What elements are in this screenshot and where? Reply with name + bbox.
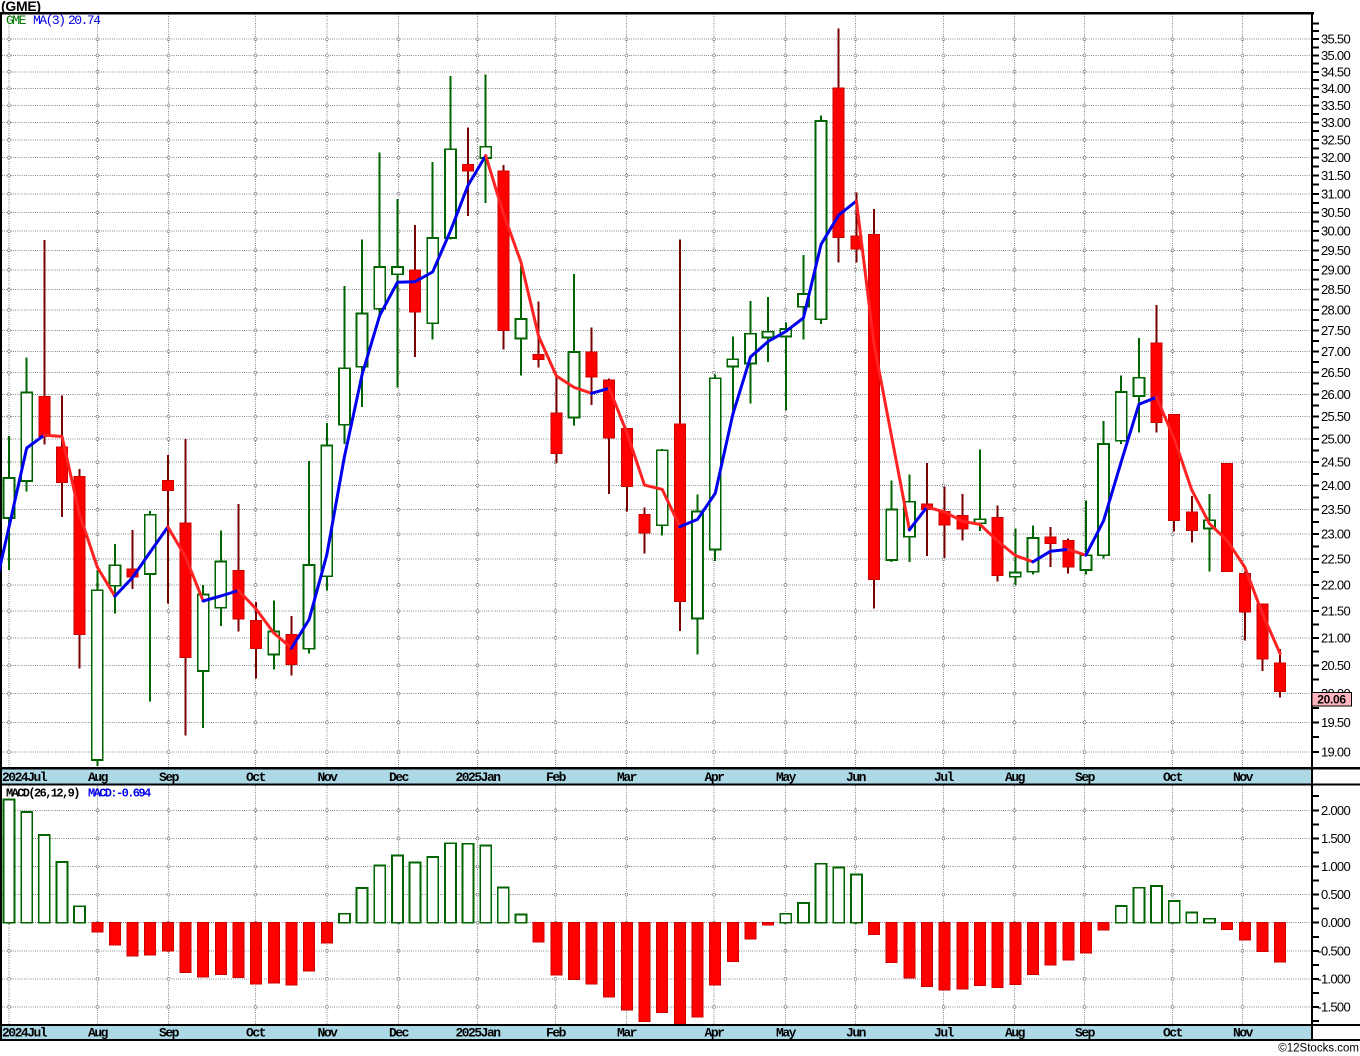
svg-text:Feb: Feb [546, 770, 567, 785]
svg-text:MACD:-0.694: MACD:-0.694 [88, 787, 151, 801]
svg-text:GME: GME [6, 13, 27, 28]
svg-text:24.00: 24.00 [1321, 478, 1351, 493]
svg-text:28.00: 28.00 [1321, 302, 1351, 317]
svg-text:34.50: 34.50 [1321, 64, 1351, 79]
svg-text:31.50: 31.50 [1321, 168, 1351, 183]
svg-text:©12Stocks.com: ©12Stocks.com [1278, 1043, 1359, 1055]
svg-text:22.00: 22.00 [1321, 577, 1351, 592]
svg-text:Sep: Sep [159, 1026, 180, 1041]
svg-text:20.74: 20.74 [68, 13, 101, 28]
svg-text:20.50: 20.50 [1321, 658, 1351, 673]
svg-text:Mar: Mar [617, 1026, 637, 1041]
svg-text:21.00: 21.00 [1321, 630, 1351, 645]
svg-text:Feb: Feb [546, 1026, 567, 1041]
svg-text:MACD(26,12,9): MACD(26,12,9) [6, 787, 79, 801]
svg-text:MA(3): MA(3) [33, 13, 65, 28]
svg-text:28.50: 28.50 [1321, 282, 1351, 297]
svg-text:Mar: Mar [617, 770, 637, 785]
svg-text:(GME): (GME) [1, 0, 41, 14]
svg-text:35.00: 35.00 [1321, 48, 1351, 63]
svg-text:19.00: 19.00 [1321, 745, 1351, 760]
svg-text:-1.000: -1.000 [1317, 971, 1350, 986]
svg-text:Oct: Oct [1163, 1026, 1183, 1041]
svg-text:-0.500: -0.500 [1317, 943, 1350, 958]
svg-text:Aug: Aug [88, 770, 109, 785]
svg-text:19.50: 19.50 [1321, 715, 1351, 730]
svg-text:25.50: 25.50 [1321, 409, 1351, 424]
svg-text:Nov: Nov [318, 770, 339, 785]
svg-text:35.50: 35.50 [1321, 32, 1351, 47]
svg-text:Aug: Aug [1005, 1026, 1026, 1041]
svg-text:Nov: Nov [1233, 770, 1254, 785]
svg-text:1.500: 1.500 [1321, 831, 1351, 846]
svg-text:2025Jan: 2025Jan [455, 1026, 501, 1041]
svg-text:34.00: 34.00 [1321, 81, 1351, 96]
svg-text:May: May [776, 1026, 797, 1041]
svg-text:24.50: 24.50 [1321, 455, 1351, 470]
svg-text:33.50: 33.50 [1321, 98, 1351, 113]
svg-text:Oct: Oct [1163, 770, 1183, 785]
svg-text:32.00: 32.00 [1321, 150, 1351, 165]
svg-text:21.50: 21.50 [1321, 604, 1351, 619]
svg-text:32.50: 32.50 [1321, 132, 1351, 147]
svg-text:27.50: 27.50 [1321, 323, 1351, 338]
svg-text:2024Jul: 2024Jul [2, 1026, 48, 1041]
svg-text:29.00: 29.00 [1321, 262, 1351, 277]
svg-text:Jun: Jun [846, 1026, 867, 1041]
svg-text:30.50: 30.50 [1321, 205, 1351, 220]
svg-text:23.50: 23.50 [1321, 502, 1351, 517]
svg-text:26.50: 26.50 [1321, 365, 1351, 380]
svg-text:Apr: Apr [705, 1026, 725, 1041]
svg-text:22.50: 22.50 [1321, 552, 1351, 567]
svg-text:27.00: 27.00 [1321, 344, 1351, 359]
svg-text:Oct: Oct [246, 770, 266, 785]
svg-text:25.00: 25.00 [1321, 432, 1351, 447]
svg-text:0.500: 0.500 [1321, 887, 1351, 902]
svg-text:Jun: Jun [846, 770, 867, 785]
svg-text:Dec: Dec [389, 1026, 410, 1041]
svg-text:2025Jan: 2025Jan [455, 770, 501, 785]
svg-text:Aug: Aug [88, 1026, 109, 1041]
svg-text:30.00: 30.00 [1321, 224, 1351, 239]
svg-text:26.00: 26.00 [1321, 387, 1351, 402]
svg-text:0.000: 0.000 [1321, 915, 1351, 930]
svg-text:29.50: 29.50 [1321, 243, 1351, 258]
svg-text:Aug: Aug [1005, 770, 1026, 785]
svg-text:2.000: 2.000 [1321, 803, 1351, 818]
svg-text:31.00: 31.00 [1321, 186, 1351, 201]
svg-text:May: May [776, 770, 797, 785]
svg-text:Sep: Sep [1075, 770, 1096, 785]
svg-text:23.00: 23.00 [1321, 527, 1351, 542]
svg-text:Nov: Nov [318, 1026, 339, 1041]
svg-text:Nov: Nov [1233, 1026, 1254, 1041]
svg-text:Jul: Jul [934, 1026, 955, 1041]
svg-text:-1.500: -1.500 [1317, 1000, 1350, 1015]
svg-text:Dec: Dec [389, 770, 410, 785]
svg-text:2024Jul: 2024Jul [2, 770, 48, 785]
svg-text:Sep: Sep [159, 770, 180, 785]
svg-text:Oct: Oct [246, 1026, 266, 1041]
svg-text:Sep: Sep [1075, 1026, 1096, 1041]
svg-text:20.06: 20.06 [1317, 693, 1346, 707]
svg-text:33.00: 33.00 [1321, 115, 1351, 130]
svg-text:Apr: Apr [705, 770, 725, 785]
svg-text:Jul: Jul [934, 770, 955, 785]
svg-text:1.000: 1.000 [1321, 859, 1351, 874]
